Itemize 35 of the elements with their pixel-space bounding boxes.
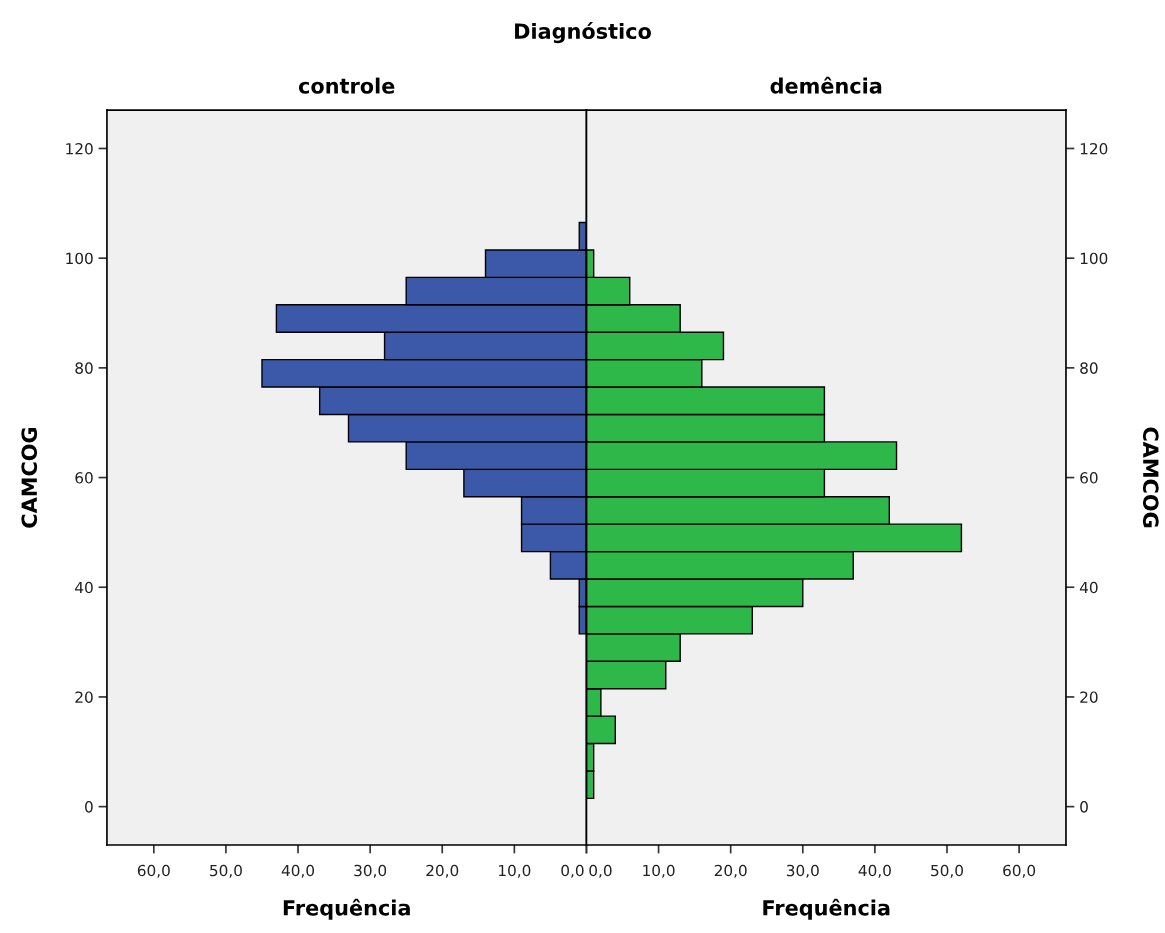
y-axis-title: CAMCOG	[21, 427, 38, 528]
x-tick-label: 0,0	[561, 864, 584, 878]
y-tick-label: 100	[1080, 252, 1108, 265]
x-tick-label: 50,0	[210, 864, 242, 878]
x-tick-label: 40,0	[281, 864, 315, 878]
x-axis-title: Frequência	[763, 898, 890, 920]
y-tick-label: 0	[85, 801, 93, 813]
y-tick-label: 0	[1080, 801, 1088, 813]
x-tick-label: 0,0	[589, 864, 612, 878]
chart-title: demência	[770, 76, 882, 94]
y-tick-label: 120	[1080, 142, 1108, 155]
y-axis-title: CAMCOG	[1142, 427, 1159, 528]
y-tick-label: 100	[66, 252, 93, 265]
y-tick-label: 120	[66, 142, 93, 155]
x-tick-label: 50,0	[931, 864, 963, 878]
x-tick-label: 30,0	[786, 864, 819, 878]
x-tick-label: 60,0	[1003, 864, 1036, 878]
y-tick-label: 60	[75, 472, 93, 484]
y-tick-label: 40	[75, 581, 93, 594]
y-tick-label: 20	[75, 691, 93, 703]
y-tick-label: 40	[1079, 581, 1098, 594]
x-tick-label: 60,0	[137, 864, 170, 878]
x-tick-label: 40,0	[858, 864, 891, 878]
x-axis-title: Frequência	[283, 898, 410, 920]
x-tick-label: 20,0	[714, 864, 747, 878]
text: Diagnóstico	[515, 22, 651, 44]
y-tick-label: 20	[1080, 691, 1098, 703]
x-tick-label: 10,0	[643, 864, 675, 878]
x-tick-label: 10,0	[499, 864, 531, 878]
y-tick-label: 80	[75, 362, 93, 374]
x-tick-label: 20,0	[426, 864, 459, 878]
chart-title: controle	[298, 77, 395, 94]
y-tick-label: 80	[1080, 362, 1098, 374]
x-tick-label: 30,0	[354, 864, 387, 878]
y-tick-label: 60	[1080, 472, 1098, 484]
